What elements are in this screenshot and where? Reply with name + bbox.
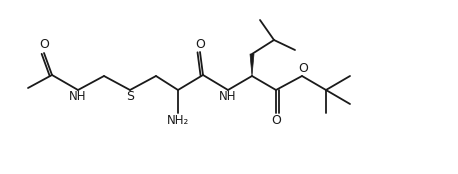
Text: S: S <box>126 90 134 104</box>
Text: NH: NH <box>219 90 237 104</box>
Text: O: O <box>39 38 49 52</box>
Polygon shape <box>250 54 254 76</box>
Text: O: O <box>195 38 205 50</box>
Text: O: O <box>271 114 281 128</box>
Text: O: O <box>298 61 308 74</box>
Text: NH: NH <box>69 90 87 104</box>
Text: NH₂: NH₂ <box>167 114 189 128</box>
